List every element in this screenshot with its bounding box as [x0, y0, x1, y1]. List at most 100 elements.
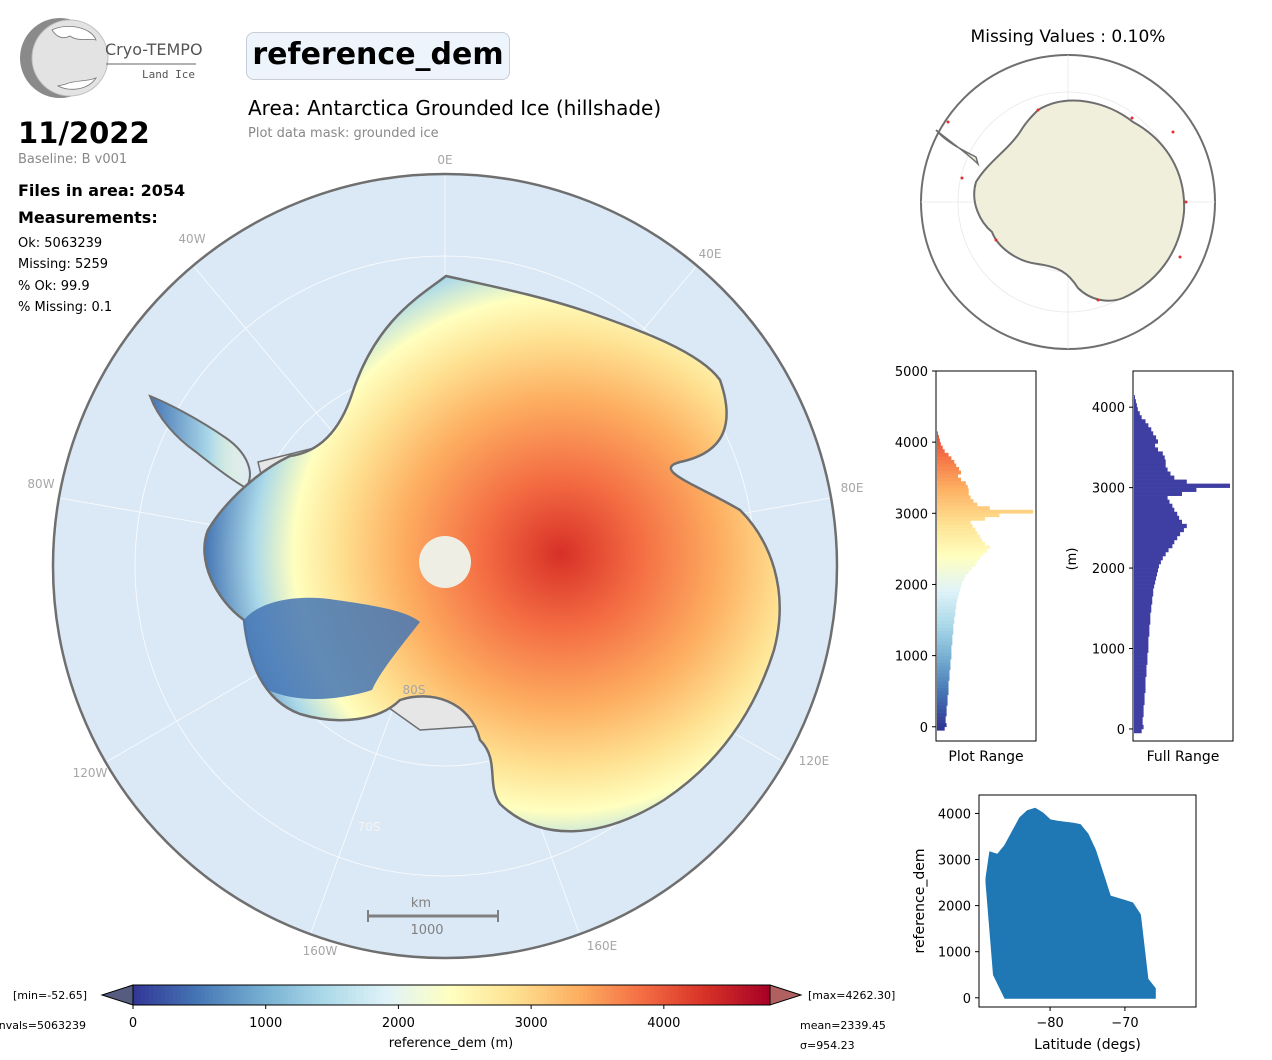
histogram-bar — [1134, 459, 1166, 464]
histogram-bar — [937, 662, 951, 667]
colorbar-segment — [698, 985, 703, 1005]
histogram-xlabel: Full Range — [1147, 749, 1220, 765]
histogram-bar — [1134, 648, 1149, 653]
colorbar-segment — [447, 985, 453, 1005]
histogram-bar — [1134, 556, 1163, 561]
histogram-bar — [1134, 411, 1140, 416]
colorbar-segment — [610, 985, 616, 1005]
colorbar-segment — [642, 985, 648, 1005]
pct-missing: % Missing: 0.1 — [18, 300, 113, 315]
histogram-bar — [1134, 479, 1187, 484]
histogram-bar — [1134, 724, 1144, 730]
colorbar-segment — [582, 985, 588, 1005]
histogram-bar — [1134, 451, 1163, 456]
colorbar-segment — [379, 985, 385, 1005]
histogram-bar — [937, 712, 947, 717]
histogram-bar — [937, 541, 985, 546]
colorbar-segment — [766, 985, 771, 1005]
histogram-bar — [1134, 572, 1158, 577]
colorbar-segment — [248, 985, 254, 1005]
colorbar-segment — [367, 985, 373, 1005]
histogram-bar — [937, 442, 941, 447]
colorbar-segment — [722, 985, 727, 1005]
ytick-label: 4000 — [1092, 401, 1125, 416]
colorbar-segment — [355, 985, 361, 1005]
xtick-label: −70 — [1111, 1016, 1138, 1031]
histogram-bar — [1134, 415, 1142, 420]
histogram-bar — [1134, 395, 1135, 400]
histogram-bar — [937, 499, 974, 503]
ytick-label: 0 — [963, 992, 971, 1007]
histogram-bar — [937, 705, 947, 710]
histogram-bar — [937, 538, 983, 543]
colorbar-segment — [646, 985, 652, 1005]
colorbar-segment — [650, 985, 656, 1005]
colorbar-segment — [475, 985, 480, 1005]
area-title: Area: Antarctica Grounded Ice (hillshade… — [248, 96, 662, 120]
colorbar-segment — [359, 985, 365, 1005]
colorbar-segment — [543, 985, 548, 1005]
histogram-ylabel: (m) — [1065, 548, 1080, 571]
scatter-ylabel: reference_dem — [912, 849, 928, 954]
colorbar-segment — [674, 985, 680, 1005]
colorbar-segment — [499, 985, 504, 1005]
colorbar-segment — [439, 985, 445, 1005]
colorbar-segment — [375, 985, 381, 1005]
missing-map-land — [973, 99, 1186, 302]
colorbar-segment — [272, 985, 277, 1005]
histogram-bar — [937, 641, 953, 646]
colorbar-segment — [511, 985, 516, 1005]
xtick-label: −80 — [1036, 1016, 1063, 1031]
colorbar-segment — [395, 985, 401, 1005]
colorbar-segment — [706, 985, 711, 1005]
colorbar-segment — [622, 985, 628, 1005]
histogram-bar — [937, 623, 954, 628]
histogram-bar — [1134, 455, 1165, 460]
histogram-bar — [937, 474, 959, 479]
histogram-bar — [1134, 652, 1148, 657]
histogram-bar — [937, 552, 984, 557]
histogram-bar — [1134, 576, 1157, 581]
histogram-bar — [1134, 684, 1146, 690]
histogram-bar — [1134, 584, 1155, 589]
histogram-bar — [1134, 720, 1143, 726]
colorbar-segment — [427, 985, 433, 1005]
histogram-bar — [937, 548, 987, 553]
colorbar-segment — [574, 985, 580, 1005]
colorbar-tick-label: 2000 — [382, 1016, 415, 1031]
colorbar-segment — [344, 985, 349, 1005]
histogram-bar — [937, 449, 945, 454]
histogram-bar — [1134, 580, 1156, 585]
histogram-bar — [937, 616, 955, 621]
histogram-bar — [937, 566, 972, 571]
histogram-bar — [937, 634, 953, 639]
colorbar-segment — [312, 985, 317, 1005]
colorbar-segment — [682, 985, 687, 1005]
histogram-bar — [937, 516, 985, 521]
antarctica-map: 0E 40E 80E 120E 160E 160W 120W 80W 40W 8… — [27, 153, 863, 960]
histogram-bar — [1134, 519, 1182, 525]
histogram-bar — [937, 609, 956, 614]
scatter-points — [985, 807, 1156, 999]
histogram-bar — [937, 502, 978, 507]
colorbar-segment — [184, 985, 190, 1005]
colorbar-segment — [240, 985, 246, 1005]
histogram-bar — [937, 577, 964, 582]
colorbar-segment — [606, 985, 612, 1005]
colorbar-segment — [730, 985, 735, 1005]
date-label: 11/2022 — [18, 116, 150, 150]
histogram-bar — [937, 673, 950, 678]
histogram-bar — [1134, 443, 1156, 448]
histogram-bar — [1134, 712, 1144, 718]
colorbar-segment — [133, 985, 138, 1005]
colorbar-segment — [562, 985, 568, 1005]
colorbar-segment — [471, 985, 476, 1005]
histogram-bar — [937, 584, 961, 589]
variable-title-box: reference_dem — [246, 32, 510, 80]
ytick-label: 2000 — [895, 578, 928, 593]
colorbar-segment — [252, 985, 258, 1005]
colorbar-segment — [547, 985, 552, 1005]
histogram-bar — [937, 726, 945, 731]
colorbar-segment — [172, 985, 178, 1005]
colorbar-segment — [276, 985, 281, 1005]
